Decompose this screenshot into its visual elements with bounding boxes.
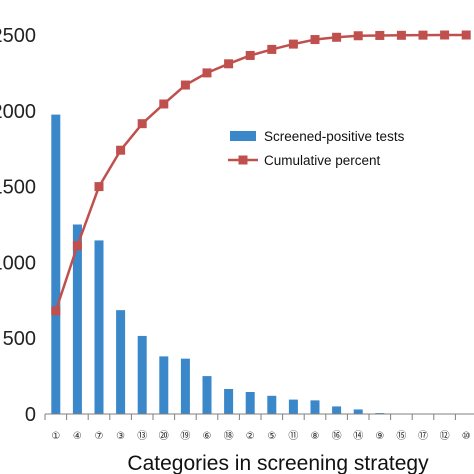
bar — [72, 224, 82, 414]
line-marker — [245, 50, 255, 60]
line-marker — [288, 39, 298, 49]
line-marker — [375, 30, 385, 40]
x-tick-label: ⑨ — [375, 431, 384, 442]
x-tick-label: ⑳ — [159, 430, 169, 442]
y-tick-label: 2500 — [0, 25, 36, 47]
x-tick-label: ⑪ — [288, 430, 298, 442]
bar — [51, 114, 61, 414]
y-tick-label: 0 — [25, 404, 36, 426]
line-marker — [159, 99, 169, 109]
bar — [353, 409, 363, 414]
x-tick-label: ① — [51, 431, 60, 442]
bar — [116, 310, 126, 414]
line-marker — [310, 35, 320, 45]
line-marker — [137, 119, 147, 129]
x-tick-label: ③ — [116, 431, 125, 442]
x-tick-label: ⑫ — [440, 430, 450, 442]
legend-label-bars: Screened-positive tests — [264, 129, 405, 144]
x-tick-label: ⑯ — [332, 430, 342, 442]
y-tick-label: 1000 — [0, 252, 36, 274]
legend-swatch-bars — [230, 131, 256, 141]
bar — [332, 406, 342, 414]
bar — [94, 240, 104, 414]
line-marker — [461, 30, 471, 40]
line-marker — [116, 145, 126, 155]
y-tick-label: 500 — [3, 328, 36, 350]
bar — [288, 399, 298, 414]
bar — [159, 356, 169, 414]
line-marker — [267, 44, 277, 54]
cumulative-line — [54, 33, 467, 312]
x-tick-label: ④ — [73, 431, 82, 442]
x-axis-title: Categories in screening strategy — [127, 452, 429, 474]
line-marker — [72, 241, 82, 251]
line-marker — [440, 30, 450, 40]
x-tick-label: ⑧ — [311, 431, 320, 442]
bar — [224, 388, 234, 414]
line-marker — [353, 31, 363, 41]
line-marker — [224, 59, 234, 69]
line-marker — [94, 182, 104, 192]
bar — [245, 392, 255, 414]
x-tick-label: ⑭ — [353, 430, 363, 442]
y-tick-label: 1500 — [0, 177, 36, 199]
x-tick-label: ⑦ — [95, 431, 104, 442]
bar — [310, 400, 320, 414]
line-marker — [202, 68, 212, 78]
line-marker — [418, 30, 428, 40]
bar — [137, 335, 147, 414]
x-tick-label: ⑥ — [203, 431, 212, 442]
bar — [202, 376, 212, 414]
legend-swatch-marker — [238, 155, 248, 165]
bar — [180, 358, 190, 414]
x-tick-label: ⑤ — [267, 431, 276, 442]
line-marker — [396, 30, 406, 40]
x-tick-label: ② — [246, 431, 255, 442]
line-marker — [332, 32, 342, 42]
legend: Screened-positive tests Cumulative perce… — [228, 129, 405, 168]
x-tick-label: ⑮ — [396, 430, 406, 442]
x-tick-label: ⑩ — [462, 431, 471, 442]
line-marker — [180, 80, 190, 90]
x-tick-label: ⑰ — [418, 430, 428, 442]
y-tick-label: 2000 — [0, 101, 36, 123]
x-tick-label: ⑱ — [224, 430, 234, 442]
line-marker — [51, 306, 61, 316]
line-series — [51, 30, 471, 316]
x-tick-label: ⑬ — [137, 430, 147, 442]
legend-label-line: Cumulative percent — [264, 153, 381, 168]
bar — [267, 395, 277, 414]
x-tick-label: ⑲ — [180, 430, 190, 442]
